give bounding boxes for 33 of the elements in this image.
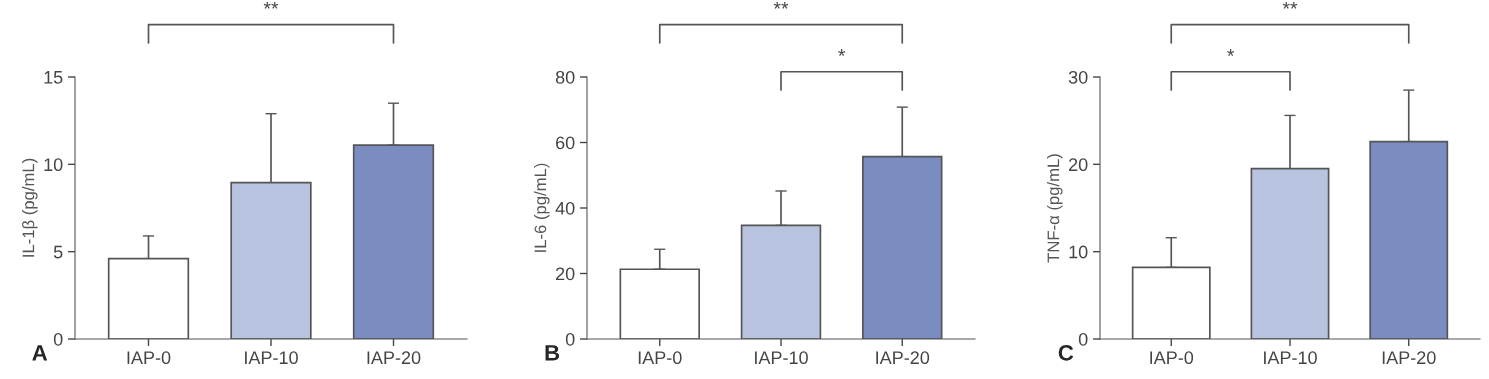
y-tick-label: 10 — [1069, 245, 1088, 259]
text: A — [32, 345, 48, 361]
y-axis-title: IL-6 (pg/mL) — [534, 163, 550, 252]
x-tick-label: IAP-10 — [245, 351, 298, 365]
text: * — [838, 49, 846, 56]
y-tick-label: 10 — [44, 158, 63, 172]
x-tick-label: IAP-10 — [1264, 351, 1317, 365]
y-axis-title: IL-1β (pg/mL) — [22, 158, 38, 257]
y-tick-label: 0 — [565, 332, 575, 346]
y-tick-label: 40 — [555, 201, 575, 215]
y-axis-title: TNF-α (pg/mL) — [1047, 154, 1063, 263]
text: ** — [773, 1, 789, 9]
text: ** — [263, 1, 279, 9]
y-tick-label: 0 — [53, 332, 63, 346]
text: ** — [1282, 1, 1298, 9]
x-tick-label: IAP-0 — [127, 351, 171, 365]
x-tick-label: IAP-20 — [1382, 351, 1436, 365]
x-tick-label: IAP-10 — [755, 351, 808, 365]
y-tick-label: 15 — [44, 71, 63, 84]
x-tick-label: IAP-0 — [1150, 351, 1194, 365]
text: * — [1227, 49, 1235, 56]
x-tick-label: IAP-0 — [638, 351, 682, 365]
y-tick-label: 20 — [1069, 158, 1088, 172]
text: C — [1058, 344, 1074, 361]
y-tick-label: 30 — [1068, 70, 1088, 84]
y-tick-label: 20 — [556, 267, 575, 281]
text: B — [545, 345, 560, 361]
y-tick-label: 0 — [1078, 332, 1088, 346]
y-tick-label: 80 — [555, 70, 575, 84]
x-tick-label: IAP-20 — [876, 351, 930, 365]
y-tick-label: 60 — [556, 136, 575, 150]
x-tick-label: IAP-20 — [367, 351, 421, 365]
y-tick-label: 5 — [53, 245, 63, 259]
